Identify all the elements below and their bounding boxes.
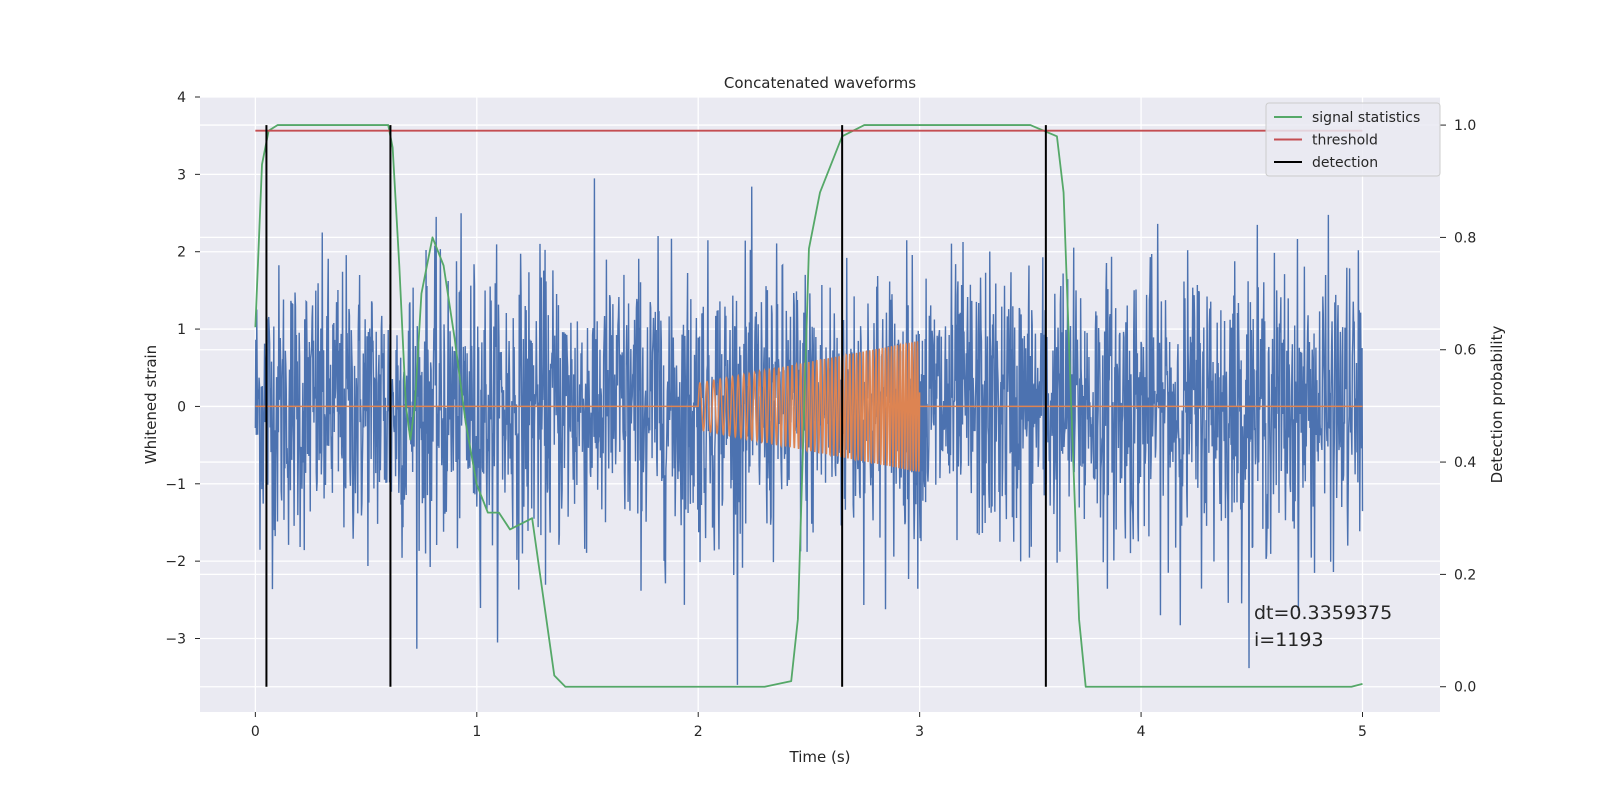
y2-tick-label: 0.2 [1454, 567, 1476, 583]
x-tick-label: 1 [472, 724, 481, 740]
legend-box [1265, 102, 1441, 177]
legend-entry-label: detection [1312, 155, 1378, 171]
chart-title: Concatenated waveforms [724, 74, 916, 92]
y-tick-label: 0 [177, 399, 186, 415]
x-tick-label: 4 [1137, 724, 1146, 740]
strain-noise-line [254, 178, 1364, 685]
y-tick-label: −1 [165, 477, 186, 493]
y-tick-label: −3 [165, 632, 186, 648]
x-tick-label: 5 [1358, 724, 1367, 740]
y-axis-label: Whitened strain [142, 345, 160, 464]
legend-entry-label: threshold [1312, 133, 1378, 149]
annotation-text: dt=0.3359375 [1254, 602, 1392, 624]
chirp-waveform-line [255, 341, 1363, 473]
annotation-text: i=1193 [1254, 629, 1324, 651]
x-tick-label: 2 [694, 724, 703, 740]
legend-entry-label: signal statistics [1312, 110, 1420, 126]
x-tick-label: 0 [251, 724, 260, 740]
y2-tick-label: 0.0 [1454, 680, 1476, 696]
y-tick-label: −2 [165, 554, 186, 570]
y2-axis-label: Detection probability [1488, 326, 1506, 484]
x-tick-label: 3 [915, 724, 924, 740]
y2-tick-label: 1.0 [1454, 118, 1476, 134]
y-tick-label: 4 [177, 90, 186, 106]
y-tick-label: 3 [177, 167, 186, 183]
y-tick-label: 1 [177, 322, 186, 338]
y-tick-label: 2 [177, 245, 186, 261]
x-axis-label: Time (s) [789, 748, 851, 766]
y2-tick-label: 0.8 [1454, 230, 1476, 246]
y2-tick-label: 0.6 [1454, 343, 1476, 359]
y2-tick-label: 0.4 [1454, 455, 1476, 471]
